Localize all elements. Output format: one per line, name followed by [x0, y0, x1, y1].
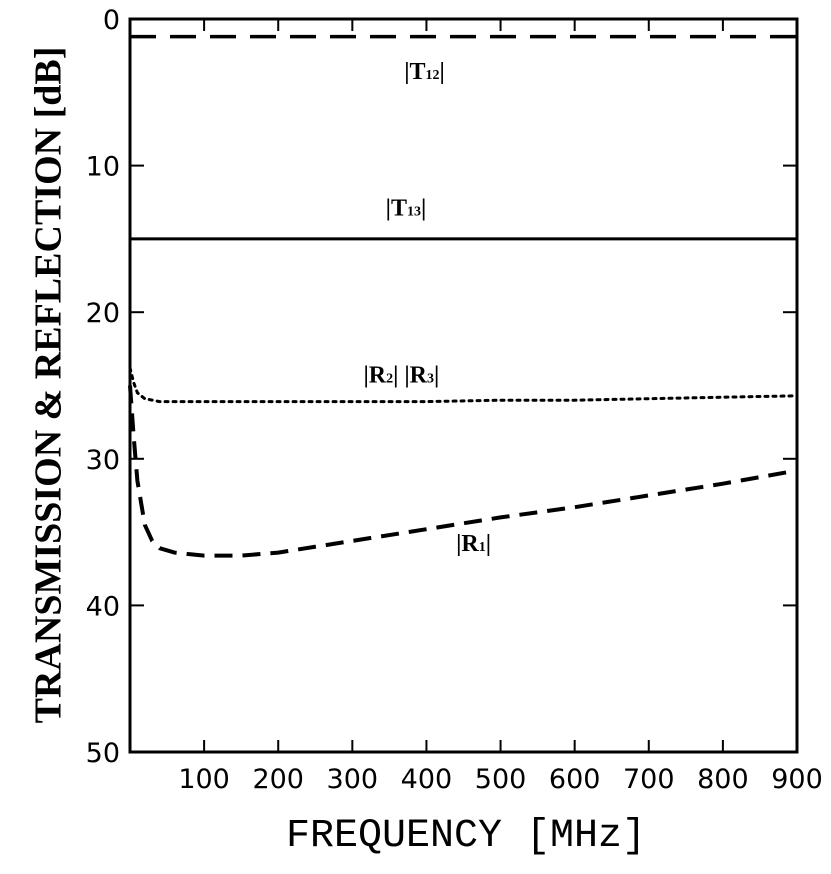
y-tick-label: 20 [86, 298, 120, 329]
plot-frame [128, 17, 799, 754]
annotation-t13: |T13| [386, 195, 427, 221]
x-tick-label: 700 [623, 764, 675, 795]
x-axis-title: FREQUENCY [MHz] [286, 814, 646, 859]
y-tick-label: 10 [86, 152, 120, 183]
y-tick-label: 30 [86, 445, 120, 476]
series-layer [128, 34, 799, 558]
x-tick-label: 500 [475, 764, 527, 795]
y-tick-label: 40 [86, 591, 120, 622]
x-tick-label: 900 [771, 764, 823, 795]
x-tick-label: 300 [327, 764, 379, 795]
series-line-4 [128, 385, 798, 558]
series-line-3 [128, 366, 799, 404]
annotation-r1: |R1| [456, 531, 491, 557]
x-tick-label: 100 [178, 764, 230, 795]
annotation-r2r3: |R2| |R3| [363, 363, 439, 389]
y-axis-title: TRANSMISSION & REFLECTION [dB] [28, 47, 70, 724]
y-tick-label: 50 [86, 738, 120, 769]
annotation-t12: |T12| [404, 59, 445, 85]
y-tick-label: 0 [103, 5, 120, 36]
annotations-layer: |T12| |T13| |R2| |R3| |R1| [363, 59, 491, 557]
x-tick-label: 800 [697, 764, 749, 795]
ticks-layer: 0 10 20 30 40 50 100 200 300 400 500 600 700 800 900 [86, 5, 823, 795]
x-tick-label: 200 [252, 764, 304, 795]
x-tick-label: 600 [549, 764, 601, 795]
x-tick-label: 400 [401, 764, 453, 795]
